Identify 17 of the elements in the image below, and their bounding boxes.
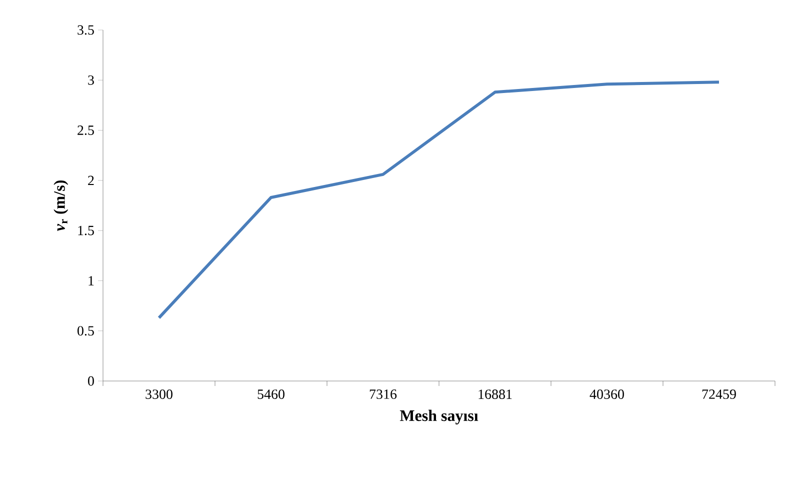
y-tick-label: 0 xyxy=(88,376,94,386)
x-tick-label: 5460 xyxy=(258,390,284,399)
x-tick-label: 7316 xyxy=(370,390,397,399)
y-tick-label: 2 xyxy=(88,176,94,186)
y-axis-title: v$_{r}$ (m/s) xyxy=(54,180,68,232)
y-tick-label: 1.5 xyxy=(78,226,94,236)
x-tick-label: 72459 xyxy=(702,390,736,399)
x-axis-title: Mesh sayısı xyxy=(400,410,478,424)
x-tick-label: 3300 xyxy=(146,390,172,399)
y-tick-label: 3.5 xyxy=(78,25,94,35)
y-tick-label: 3 xyxy=(88,75,94,85)
line-series xyxy=(158,80,721,320)
y-tick-label: 1 xyxy=(88,276,94,286)
x-tick-label: 16881 xyxy=(478,390,512,399)
y-tick-label: 0.5 xyxy=(78,326,94,336)
x-tick-label: 40360 xyxy=(590,390,624,399)
y-tick-label: 2.5 xyxy=(78,126,94,136)
